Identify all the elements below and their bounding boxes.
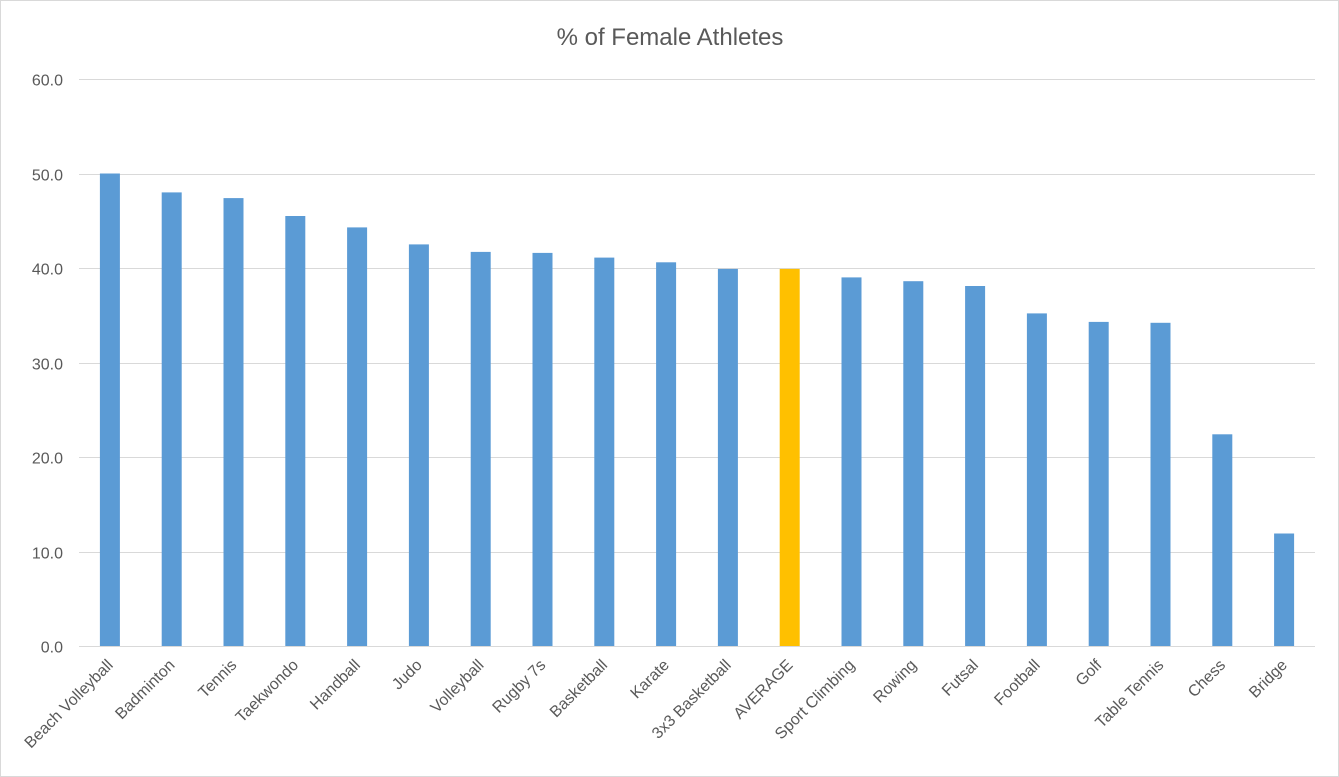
y-tick-label: 50.0 — [32, 168, 63, 185]
bar-karate — [656, 262, 677, 646]
x-category-label: Futsal — [939, 657, 982, 700]
bar-beach-volleyball — [99, 173, 120, 646]
x-category-label: Volleyball — [428, 657, 488, 717]
y-tick-label: 10.0 — [32, 546, 63, 563]
bar-basketball — [594, 257, 615, 646]
y-tick-label: 0.0 — [41, 640, 63, 657]
y-axis-ticks: 0.0 10.0 20.0 30.0 40.0 50.0 60.0 — [32, 73, 63, 657]
bar-taekwondo — [285, 216, 306, 646]
x-category-label: Karate — [628, 657, 673, 702]
bar-rugby-7s — [532, 252, 553, 646]
x-category-label: Chess — [1185, 657, 1229, 701]
bar-table-tennis — [1150, 322, 1171, 646]
x-category-label: Bridge — [1246, 657, 1291, 702]
chart-title: % of Female Athletes — [557, 24, 784, 51]
y-tick-label: 40.0 — [32, 262, 63, 279]
x-category-label: Beach Volleyball — [22, 657, 117, 752]
x-category-label: Taekwondo — [233, 657, 302, 726]
x-category-label: Football — [991, 657, 1043, 709]
bar-sport-climbing — [841, 277, 862, 646]
bar-futsal — [965, 286, 986, 646]
x-category-label: Tennis — [196, 657, 241, 702]
bar-rowing — [903, 281, 924, 646]
y-tick-label: 20.0 — [32, 451, 63, 468]
x-category-label: Judo — [389, 657, 426, 694]
x-category-label: Rowing — [870, 657, 920, 707]
bar-bridge — [1274, 533, 1295, 646]
bar-badminton — [161, 192, 182, 646]
y-tick-label: 30.0 — [32, 357, 63, 374]
y-tick-label: 60.0 — [32, 73, 63, 90]
x-category-label: Rugby 7s — [490, 657, 550, 717]
bars — [99, 173, 1295, 646]
bar-golf — [1088, 321, 1109, 646]
bar-chess — [1212, 434, 1233, 646]
gridlines — [79, 79, 1315, 647]
x-category-label: Basketball — [547, 657, 611, 721]
bar-tennis — [223, 198, 244, 646]
bar-volleyball — [470, 251, 491, 646]
x-category-label: Badminton — [112, 657, 178, 723]
x-category-label: Golf — [1073, 656, 1106, 689]
bar-judo — [408, 244, 429, 646]
bar-football — [1026, 313, 1047, 646]
bar-average — [779, 268, 800, 646]
bar-3x3-basketball — [717, 268, 738, 646]
bar-handball — [347, 227, 368, 646]
x-category-label: Handball — [307, 657, 364, 714]
x-category-label: AVERAGE — [731, 657, 797, 723]
